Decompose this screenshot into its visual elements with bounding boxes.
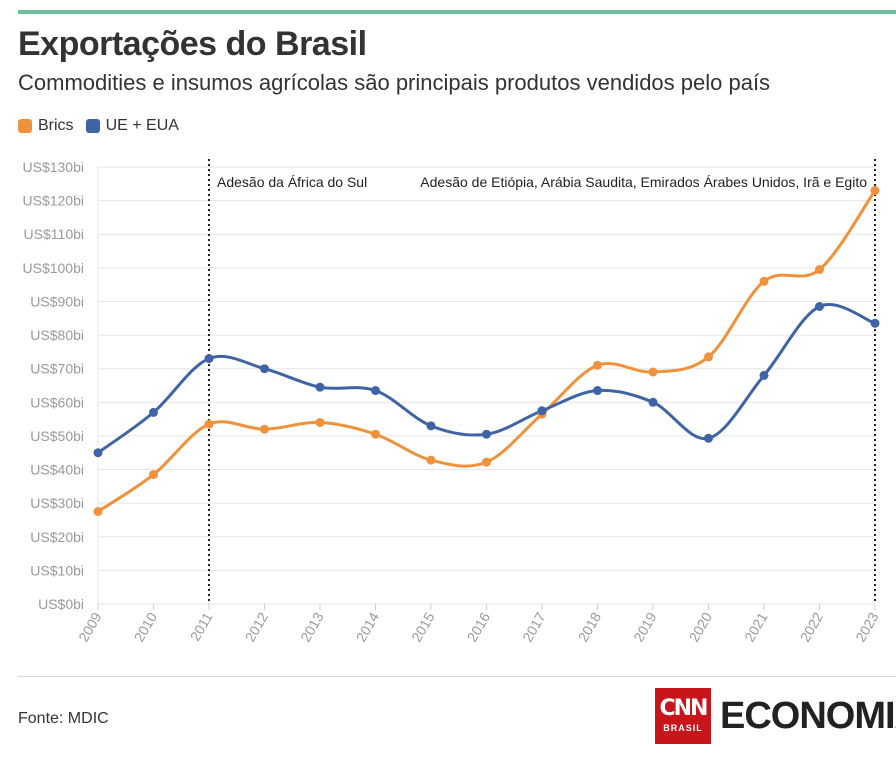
x-tick-label: 2013 <box>297 609 327 644</box>
data-point-brics <box>260 424 269 434</box>
legend-label-brics: Brics <box>38 117 74 134</box>
data-point-ue-eua <box>482 429 491 439</box>
legend-label-ue-eua: UE + EUA <box>105 117 179 134</box>
logo-brasil-text: BRASIL <box>663 723 703 733</box>
y-tick-label: US$100bi <box>23 260 85 276</box>
y-tick-label: US$10bi <box>30 562 84 578</box>
y-tick-label: US$60bi <box>30 394 84 410</box>
y-tick-label: US$110bi <box>24 226 84 242</box>
series-line-brics <box>96 189 877 514</box>
annotation-label: Adesão de Etiópia, Arábia Saudita, Emira… <box>420 174 867 190</box>
source-note: Fonte: MDIC <box>18 710 109 727</box>
x-tick-label: 2010 <box>131 609 161 644</box>
footer-divider <box>18 676 896 677</box>
header-accent-bar <box>18 10 896 14</box>
data-point-ue-eua <box>93 448 103 458</box>
y-tick-label: US$120bi <box>23 193 85 209</box>
data-point-brics <box>204 419 214 429</box>
y-tick-label: US$130bi <box>23 159 85 175</box>
data-point-brics <box>371 429 380 439</box>
data-point-brics <box>482 457 491 467</box>
data-point-ue-eua <box>315 382 325 392</box>
y-tick-label: US$20bi <box>30 529 84 545</box>
data-point-brics <box>149 470 158 480</box>
annotation-label: Adesão da África do Sul <box>217 174 367 190</box>
data-point-ue-eua <box>759 370 769 380</box>
x-tick-label: 2009 <box>75 609 105 644</box>
y-tick-label: US$40bi <box>30 462 84 478</box>
data-point-ue-eua <box>648 397 658 407</box>
data-point-brics <box>815 265 824 275</box>
x-tick-label: 2017 <box>519 609 549 644</box>
data-point-brics <box>870 186 880 196</box>
economia-logo-text: ECONOMIA <box>720 695 896 737</box>
data-point-ue-eua <box>593 386 602 396</box>
data-point-ue-eua <box>815 302 824 312</box>
y-tick-label: US$30bi <box>30 495 84 511</box>
data-point-brics <box>704 352 713 362</box>
y-tick-label: US$0bi <box>38 596 84 612</box>
data-point-ue-eua <box>704 433 713 443</box>
x-tick-label: 2012 <box>242 609 272 644</box>
x-tick-label: 2022 <box>797 609 827 644</box>
data-point-brics <box>593 360 602 370</box>
data-point-ue-eua <box>204 354 214 364</box>
legend-item-brics: Brics <box>18 117 74 135</box>
y-tick-label: US$70bi <box>30 361 84 377</box>
legend-swatch-brics <box>18 119 32 133</box>
data-point-brics <box>648 367 658 377</box>
logo-cnn-text: CNN <box>659 696 709 721</box>
data-point-ue-eua <box>260 364 269 374</box>
data-point-ue-eua <box>149 407 158 417</box>
x-tick-label: 2011 <box>187 609 216 643</box>
chart-legend: Brics UE + EUA <box>18 117 191 135</box>
data-point-ue-eua <box>426 421 436 431</box>
x-tick-label: 2018 <box>575 609 605 644</box>
x-tick-label: 2014 <box>353 609 383 644</box>
data-point-brics <box>426 455 436 465</box>
data-point-ue-eua <box>537 406 547 416</box>
x-tick-label: 2015 <box>408 609 438 644</box>
y-tick-label: US$90bi <box>30 293 84 309</box>
x-tick-label: 2021 <box>741 609 771 644</box>
data-point-brics <box>759 276 769 286</box>
x-tick-label: 2023 <box>852 609 882 644</box>
data-point-brics <box>315 417 325 427</box>
data-point-ue-eua <box>371 386 380 396</box>
legend-item-ue-eua: UE + EUA <box>85 117 179 135</box>
line-chart: US$0bi US$10bi US$20bi US$30bi US$40bi US$50b… <box>23 159 882 644</box>
legend-swatch-ue-eua <box>85 119 100 133</box>
y-tick-label: US$50bi <box>30 428 84 444</box>
page-title: Exportações do Brasil <box>18 25 367 63</box>
cnn-brasil-logo: CNN BRASIL <box>655 688 711 744</box>
data-point-ue-eua <box>870 318 880 328</box>
x-tick-label: 2016 <box>464 609 494 644</box>
x-tick-label: 2020 <box>686 609 716 644</box>
y-tick-label: US$80bi <box>30 327 84 343</box>
x-tick-label: 2019 <box>630 609 660 644</box>
data-point-brics <box>93 507 103 517</box>
page-subtitle: Commodities e insumos agrícolas são prin… <box>18 70 771 95</box>
